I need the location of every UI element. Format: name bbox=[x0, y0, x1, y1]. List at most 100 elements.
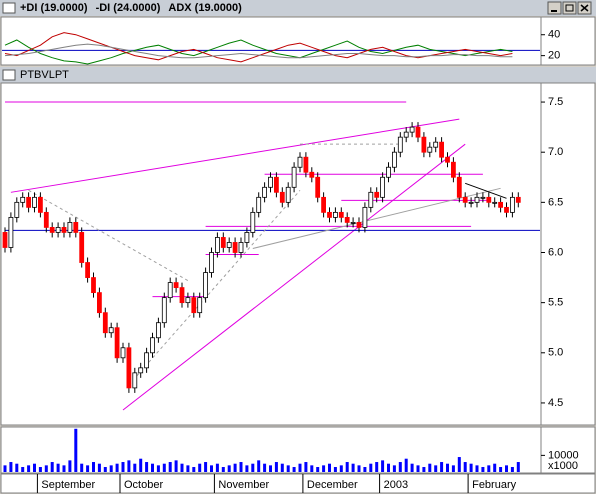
candle-body bbox=[14, 201, 20, 218]
candle-body bbox=[32, 196, 37, 208]
close-glyph bbox=[580, 4, 589, 12]
volume-bar bbox=[198, 463, 202, 472]
volume-bar bbox=[145, 462, 149, 472]
candle-body bbox=[20, 196, 26, 203]
candle-body bbox=[368, 191, 374, 208]
candle-body bbox=[504, 206, 509, 213]
volume-bar bbox=[481, 467, 485, 472]
candle-body bbox=[515, 196, 521, 203]
volume-bar bbox=[446, 463, 449, 472]
candle-body bbox=[55, 227, 61, 233]
volume-bar bbox=[27, 465, 31, 472]
x-tick-label: November bbox=[218, 479, 269, 491]
candle-body bbox=[486, 196, 492, 203]
volume-bar bbox=[269, 465, 272, 472]
volume-bar bbox=[493, 463, 497, 472]
candle-body bbox=[120, 347, 126, 359]
volume-bar bbox=[109, 465, 113, 472]
volume-bar bbox=[210, 465, 213, 472]
candle-body bbox=[197, 297, 203, 314]
candle-body bbox=[409, 126, 415, 133]
candle-body bbox=[85, 262, 90, 278]
legend-entry: ADX (19.0000) bbox=[168, 2, 242, 14]
volume-bar bbox=[280, 463, 284, 472]
x-tick-label: 2003 bbox=[384, 479, 408, 491]
volume-bar bbox=[487, 465, 491, 472]
volume-bar bbox=[56, 463, 60, 472]
volume-bar bbox=[50, 462, 54, 472]
candle-body bbox=[161, 297, 167, 324]
candle-body bbox=[91, 277, 96, 294]
volume-bar bbox=[263, 463, 267, 472]
candle-body bbox=[474, 196, 480, 203]
x-tick-label: October bbox=[124, 479, 163, 491]
volume-bar bbox=[74, 428, 78, 472]
candle-body bbox=[102, 312, 108, 334]
trend-line bbox=[465, 182, 507, 199]
price-title: PTBVLPT bbox=[20, 69, 69, 81]
candle-body bbox=[167, 282, 173, 299]
indicator-line bbox=[4, 39, 513, 65]
legend-entry: +DI (19.0000) bbox=[20, 2, 88, 14]
volume-bar bbox=[80, 463, 84, 472]
indicator-line bbox=[4, 43, 513, 59]
candle-body bbox=[338, 211, 344, 218]
candle-body bbox=[179, 287, 185, 304]
volume-bar bbox=[33, 463, 36, 472]
volume-bar bbox=[463, 462, 467, 472]
candle-body bbox=[374, 191, 380, 198]
candle-body bbox=[73, 222, 79, 233]
y-tick-label: 20 bbox=[548, 50, 560, 62]
candle-body bbox=[397, 136, 403, 153]
candle-body bbox=[498, 201, 504, 208]
x-tick-label: February bbox=[472, 479, 517, 491]
candle-body bbox=[97, 292, 102, 314]
minimize-button[interactable] bbox=[547, 1, 562, 15]
volume-bar bbox=[245, 465, 249, 472]
volume-bar bbox=[328, 463, 331, 472]
panel-icon bbox=[2, 69, 16, 81]
candle-body bbox=[262, 186, 268, 198]
trend-line bbox=[122, 143, 466, 411]
volume-bar bbox=[416, 465, 420, 472]
volume-bar bbox=[510, 467, 514, 472]
candle-body bbox=[185, 297, 191, 304]
volume-bar bbox=[369, 463, 373, 472]
window-buttons[interactable] bbox=[547, 1, 592, 15]
volume-bar bbox=[381, 460, 385, 472]
candle-body bbox=[309, 171, 315, 178]
maximize-button[interactable] bbox=[562, 1, 577, 15]
candle-body bbox=[456, 176, 462, 198]
volume-bar bbox=[345, 462, 349, 472]
candle-body bbox=[2, 232, 8, 248]
candle-body bbox=[150, 337, 155, 354]
volume-bar bbox=[186, 465, 190, 472]
y-tick-label: 6.0 bbox=[548, 246, 563, 258]
candle-body bbox=[43, 211, 49, 228]
y-tick-label: 6.5 bbox=[548, 196, 563, 208]
trend-line bbox=[28, 189, 189, 282]
candle-body bbox=[344, 216, 350, 223]
candle-body bbox=[79, 232, 85, 263]
candle-body bbox=[26, 196, 32, 208]
price-title-bar bbox=[0, 67, 596, 83]
candle-body bbox=[462, 196, 468, 203]
volume-bar bbox=[457, 457, 461, 472]
candle-body bbox=[61, 227, 67, 233]
volume-bar bbox=[251, 463, 255, 472]
volume-bar bbox=[469, 463, 473, 472]
volume-bar bbox=[221, 467, 225, 472]
volume-bar bbox=[398, 462, 402, 472]
volume-bar bbox=[434, 465, 438, 472]
candle-body bbox=[415, 126, 421, 138]
candle-body bbox=[256, 196, 262, 213]
y-tick-label: 7.5 bbox=[548, 96, 563, 108]
candle-body bbox=[303, 156, 309, 173]
volume-bar bbox=[422, 467, 426, 472]
volume-bar bbox=[292, 467, 296, 472]
volume-bar bbox=[103, 467, 107, 472]
candle-body bbox=[250, 211, 256, 233]
candle-body bbox=[203, 272, 209, 299]
volume-bar bbox=[363, 467, 367, 472]
